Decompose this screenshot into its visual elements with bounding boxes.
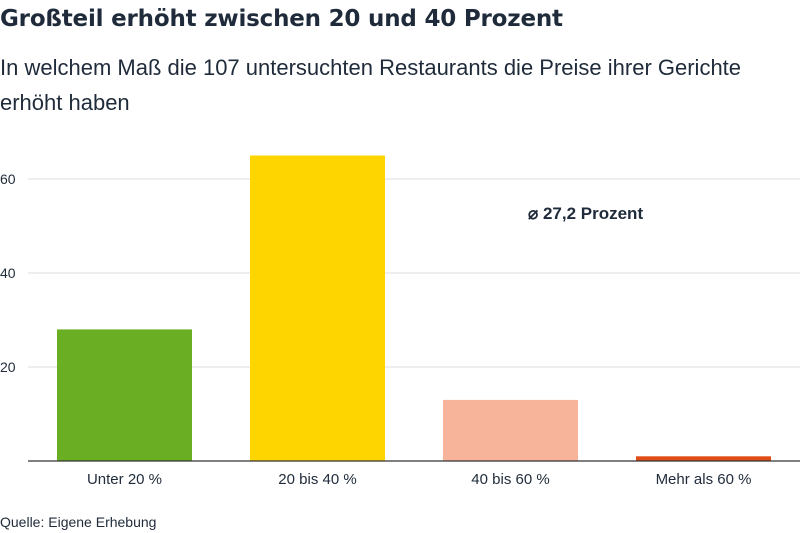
chart-subtitle: In welchem Maß die 107 untersuchten Rest… — [0, 55, 742, 115]
y-axis-tick-labels: 20 40 60 — [0, 171, 16, 375]
bar — [443, 399, 578, 461]
y-tick-label: 20 — [0, 359, 16, 375]
x-tick-label: Unter 20 % — [87, 471, 162, 488]
bar — [250, 155, 385, 461]
average-annotation: ⌀ 27,2 Prozent — [528, 204, 644, 223]
bar — [636, 456, 771, 461]
x-tick-label: 20 bis 40 % — [278, 471, 356, 488]
chart-title: Großteil erhöht zwischen 20 und 40 Proze… — [0, 6, 563, 32]
y-tick-label: 60 — [0, 171, 16, 187]
x-tick-label: Mehr als 60 % — [656, 471, 752, 488]
source-note: Quelle: Eigene Erhebung — [0, 514, 157, 530]
bars — [57, 155, 771, 461]
y-tick-label: 40 — [0, 265, 16, 281]
x-axis-tick-labels: Unter 20 % 20 bis 40 % 40 bis 60 % Mehr als… — [87, 471, 751, 488]
x-tick-label: 40 bis 60 % — [471, 471, 549, 488]
bar — [57, 329, 192, 461]
